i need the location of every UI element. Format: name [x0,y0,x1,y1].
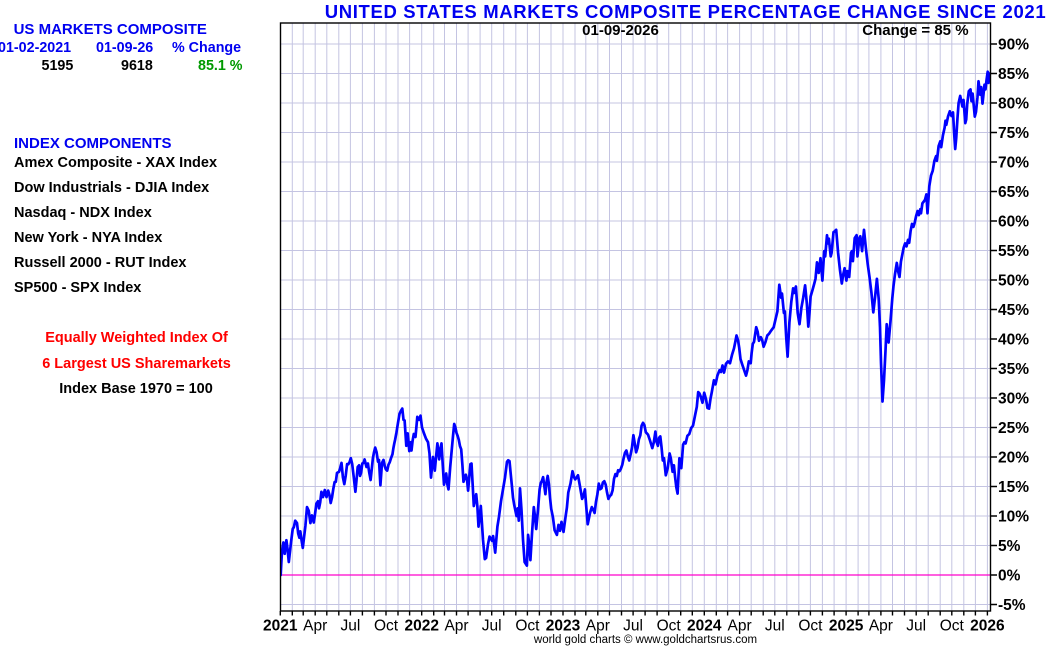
svg-text:Apr: Apr [444,618,468,635]
svg-text:60%: 60% [998,214,1029,231]
svg-text:85%: 85% [998,66,1029,83]
svg-text:0%: 0% [998,568,1021,585]
svg-text:Jul: Jul [906,618,926,635]
svg-text:45%: 45% [998,302,1029,319]
svg-text:50%: 50% [998,273,1029,290]
svg-text:Jul: Jul [623,618,643,635]
svg-text:Apr: Apr [728,618,752,635]
svg-text:Oct: Oct [515,618,540,635]
svg-text:65%: 65% [998,184,1029,201]
svg-text:2026: 2026 [970,618,1005,635]
svg-text:80%: 80% [998,96,1029,113]
svg-text:Jul: Jul [482,618,502,635]
svg-text:70%: 70% [998,155,1029,172]
svg-text:Jul: Jul [765,618,785,635]
svg-text:25%: 25% [998,420,1029,437]
svg-text:2023: 2023 [546,618,581,635]
svg-text:10%: 10% [998,509,1029,526]
svg-text:Apr: Apr [586,618,610,635]
svg-text:Oct: Oct [657,618,682,635]
svg-text:20%: 20% [998,450,1029,467]
svg-text:90%: 90% [998,37,1029,54]
svg-text:2024: 2024 [687,618,722,635]
svg-text:2022: 2022 [404,618,438,635]
svg-text:Apr: Apr [869,618,893,635]
svg-text:30%: 30% [998,391,1029,408]
svg-text:40%: 40% [998,332,1029,349]
svg-text:5%: 5% [998,538,1021,555]
svg-text:55%: 55% [998,243,1029,260]
svg-text:2025: 2025 [829,618,864,635]
svg-text:2021: 2021 [263,618,298,635]
svg-text:Apr: Apr [303,618,327,635]
svg-text:Jul: Jul [340,618,360,635]
svg-text:35%: 35% [998,361,1029,378]
svg-text:75%: 75% [998,125,1029,142]
svg-text:Oct: Oct [940,618,965,635]
svg-text:15%: 15% [998,479,1029,496]
svg-text:Oct: Oct [374,618,399,635]
svg-text:-5%: -5% [998,597,1026,614]
svg-text:Oct: Oct [798,618,823,635]
